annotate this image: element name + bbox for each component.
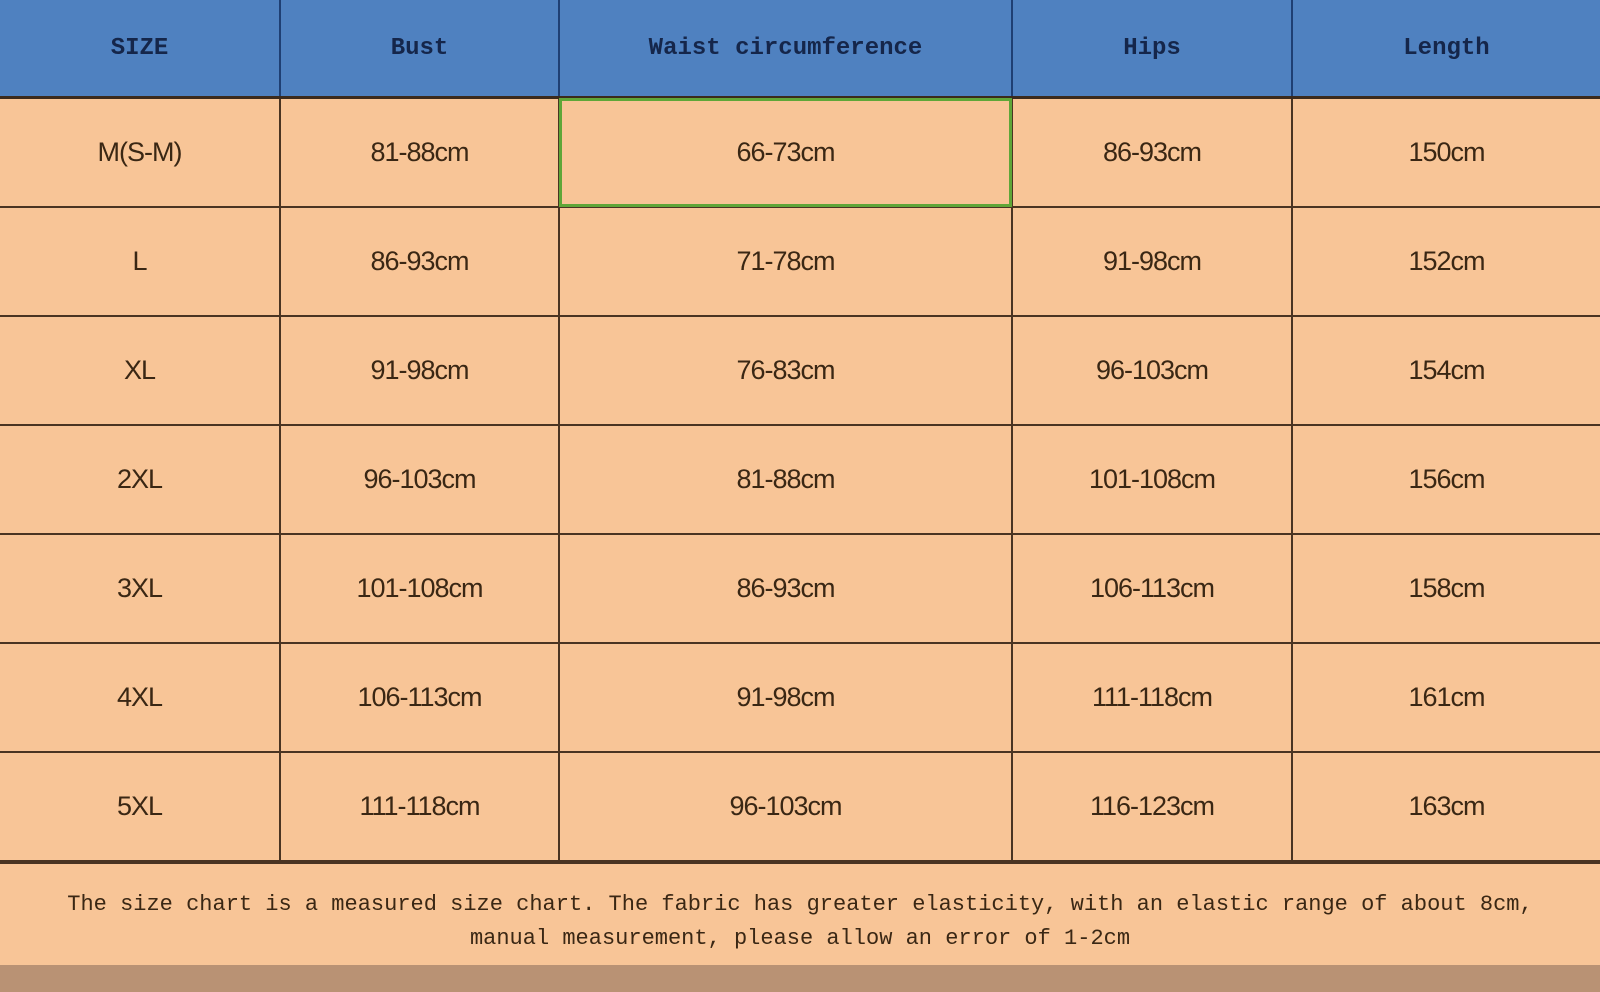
measurement-cell: 152cm (1292, 207, 1600, 317)
measurement-cell: 158cm (1292, 534, 1600, 644)
column-header: Bust (280, 0, 560, 99)
note-line-2: manual measurement, please allow an erro… (469, 926, 1131, 951)
note-line-1: The size chart is a measured size chart.… (67, 892, 1533, 917)
header-row: SIZE Bust Waist circumference Hips Length (0, 0, 1600, 99)
measurement-cell: 91-98cm (559, 643, 1013, 753)
measurement-cell: 111-118cm (280, 752, 560, 862)
table-row: XL 91-98cm 76-83cm 96-103cm 154cm (0, 316, 1600, 426)
measurement-cell: 66-73cm (559, 97, 1013, 208)
measurement-cell: 156cm (1292, 425, 1600, 535)
measurement-cell: 106-113cm (1012, 534, 1293, 644)
measurement-cell: 111-118cm (1012, 643, 1293, 753)
measurement-cell: 91-98cm (1012, 207, 1293, 317)
table-row: 5XL 111-118cm 96-103cm 116-123cm 163cm (0, 752, 1600, 862)
column-header: Length (1292, 0, 1600, 99)
measurement-cell: 101-108cm (280, 534, 560, 644)
column-header: SIZE (0, 0, 281, 99)
measurement-cell: 81-88cm (559, 425, 1013, 535)
measurement-cell: 154cm (1292, 316, 1600, 426)
measurement-cell: 86-93cm (1012, 97, 1293, 208)
table-row: 4XL 106-113cm 91-98cm 111-118cm 161cm (0, 643, 1600, 753)
size-cell: 2XL (0, 425, 281, 535)
measurement-cell: 76-83cm (559, 316, 1013, 426)
measurement-cell: 81-88cm (280, 97, 560, 208)
measurement-cell: 86-93cm (559, 534, 1013, 644)
measurement-cell: 116-123cm (1012, 752, 1293, 862)
measurement-cell: 96-103cm (280, 425, 560, 535)
size-cell: 3XL (0, 534, 281, 644)
measurement-cell: 86-93cm (280, 207, 560, 317)
measurement-cell: 101-108cm (1012, 425, 1293, 535)
table-row: M(S-M) 81-88cm 66-73cm 86-93cm 150cm (0, 97, 1600, 208)
measurement-cell: 91-98cm (280, 316, 560, 426)
size-note: The size chart is a measured size chart.… (0, 862, 1600, 965)
size-cell: XL (0, 316, 281, 426)
measurement-cell: 71-78cm (559, 207, 1013, 317)
column-header: Hips (1012, 0, 1293, 99)
measurement-cell: 96-103cm (1012, 316, 1293, 426)
size-chart-table: SIZE Bust Waist circumference Hips Length M(… (0, 0, 1600, 862)
size-cell: 4XL (0, 643, 281, 753)
table-row: 2XL 96-103cm 81-88cm 101-108cm 156cm (0, 425, 1600, 535)
measurement-cell: 150cm (1292, 97, 1600, 208)
table-row: L 86-93cm 71-78cm 91-98cm 152cm (0, 207, 1600, 317)
measurement-cell: 161cm (1292, 643, 1600, 753)
size-cell: M(S-M) (0, 97, 281, 208)
measurement-cell: 106-113cm (280, 643, 560, 753)
measurement-cell: 163cm (1292, 752, 1600, 862)
column-header: Waist circumference (559, 0, 1013, 99)
measurement-cell: 96-103cm (559, 752, 1013, 862)
bottom-strip (0, 965, 1600, 992)
table-row: 3XL 101-108cm 86-93cm 106-113cm 158cm (0, 534, 1600, 644)
size-cell: L (0, 207, 281, 317)
size-cell: 5XL (0, 752, 281, 862)
